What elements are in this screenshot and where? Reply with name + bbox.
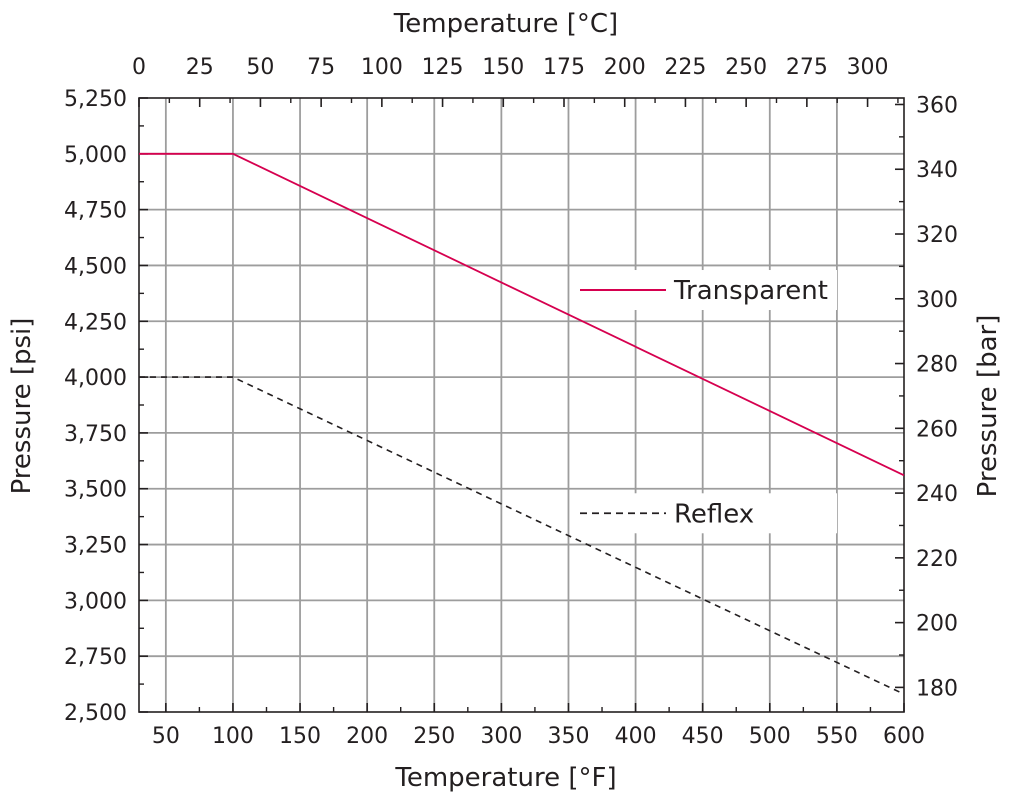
right-tick-label: 260: [916, 417, 958, 442]
top-tick-label: 100: [361, 55, 403, 80]
bottom-tick-label: 50: [152, 724, 180, 749]
legend-label-transparent: Transparent: [673, 276, 828, 306]
top-tick-label: 175: [543, 55, 585, 80]
top-tick-label: 275: [786, 55, 828, 80]
bottom-tick-label: 450: [682, 724, 724, 749]
right-tick-label: 280: [916, 353, 958, 378]
left-tick-label: 3,500: [64, 478, 127, 503]
bottom-tick-label: 300: [480, 724, 522, 749]
left-tick-label: 4,500: [64, 254, 127, 279]
right-tick-label: 320: [916, 223, 958, 248]
bottom-tick-label: 350: [547, 724, 589, 749]
right-tick-label: 300: [916, 288, 958, 313]
series-line-reflex: [139, 376, 905, 695]
axes: [138, 97, 905, 713]
left-tick-label: 2,500: [64, 701, 127, 726]
top-tick-label: 0: [132, 55, 146, 80]
top-tick-label: 250: [725, 55, 767, 80]
top-tick-label: 75: [307, 55, 335, 80]
tick-labels: 50 100 150 200 250 300 350 400 450 500 550 600 0 25 50…: [64, 55, 958, 749]
legend-label-reflex: Reflex: [674, 499, 754, 529]
right-axis-title: Pressure [bar]: [973, 315, 1003, 498]
top-tick-label: 200: [604, 55, 646, 80]
bottom-tick-label: 550: [816, 724, 858, 749]
bottom-tick-label: 500: [749, 724, 791, 749]
right-tick-label: 220: [916, 547, 958, 572]
bottom-axis-title: Temperature [°F]: [394, 763, 616, 793]
grid: [139, 98, 904, 712]
left-tick-label: 2,750: [64, 645, 127, 670]
top-tick-label: 150: [482, 55, 524, 80]
top-tick-label: 225: [664, 55, 706, 80]
left-tick-label: 3,750: [64, 422, 127, 447]
bottom-tick-label: 100: [212, 724, 254, 749]
top-tick-label: 25: [186, 55, 214, 80]
left-tick-label: 3,250: [64, 534, 127, 559]
top-tick-label: 50: [246, 55, 274, 80]
bottom-tick-label: 200: [346, 724, 388, 749]
right-tick-label: 180: [916, 676, 958, 701]
right-tick-label: 240: [916, 482, 958, 507]
top-axis-title: Temperature [°C]: [393, 9, 618, 39]
legend: Transparent Reflex: [573, 270, 837, 534]
top-tick-label: 300: [847, 55, 889, 80]
right-tick-label: 360: [916, 93, 958, 118]
left-tick-label: 4,000: [64, 366, 127, 391]
top-tick-label: 125: [422, 55, 464, 80]
series-lines: [139, 152, 905, 695]
bottom-tick-label: 250: [413, 724, 455, 749]
left-tick-label: 5,250: [64, 87, 127, 112]
plot-frame: [138, 97, 905, 713]
bottom-tick-label: 400: [615, 724, 657, 749]
left-tick-label: 5,000: [64, 143, 127, 168]
right-tick-label: 200: [916, 612, 958, 637]
bottom-tick-label: 150: [279, 724, 321, 749]
series-line-transparent: [139, 152, 905, 477]
left-tick-label: 4,750: [64, 199, 127, 224]
left-axis-title: Pressure [psi]: [7, 318, 37, 495]
right-tick-label: 340: [916, 158, 958, 183]
left-tick-label: 4,250: [64, 310, 127, 335]
bottom-tick-label: 600: [883, 724, 925, 749]
left-tick-label: 3,000: [64, 589, 127, 614]
